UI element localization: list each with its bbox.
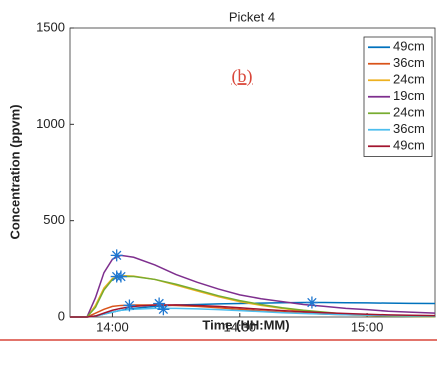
star-marker [157,303,170,316]
star-marker [123,299,136,312]
x-tick-label: 15:00 [351,319,384,334]
y-tick-label: 500 [43,212,65,227]
x-tick-label: 14:00 [96,319,129,334]
plot-area [69,27,436,318]
series-line [70,254,436,318]
y-tick-label: 0 [58,308,65,323]
star-marker [110,249,123,262]
legend-label: 24cm [393,72,425,87]
y-tick-label: 1500 [36,19,65,34]
x-axis-label: Time (HH:MM) [202,317,289,332]
star-marker [153,297,166,310]
star-marker [305,296,318,309]
y-tick-label: 1000 [36,116,65,131]
series-line [70,307,436,318]
annotation: (b) [232,66,253,87]
y-axis-label: Concentration (ppvm) [7,104,22,239]
star-marker [114,270,127,283]
chart-title: Picket 4 [229,9,275,24]
x-tick-label: 14:30 [223,319,256,334]
legend-label: 24cm [393,105,425,120]
legend-label: 36cm [393,55,425,70]
legend-label: 19cm [393,88,425,103]
series-line [70,304,436,318]
legend-label: 49cm [393,138,425,153]
legend-label: 36cm [393,121,425,136]
legend-label: 49cm [393,39,425,54]
